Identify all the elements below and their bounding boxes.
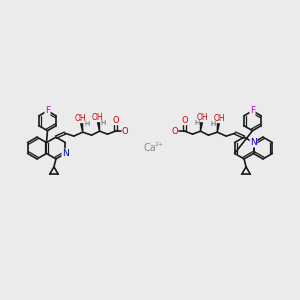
Text: H: H	[211, 121, 216, 127]
Text: F: F	[250, 106, 255, 116]
Text: O: O	[112, 116, 119, 125]
Text: H: H	[84, 121, 89, 127]
Text: N: N	[62, 149, 69, 158]
Text: OH: OH	[75, 114, 86, 123]
Polygon shape	[98, 122, 100, 131]
Text: OH: OH	[92, 113, 103, 122]
Text: H: H	[101, 120, 106, 126]
Text: OH: OH	[214, 114, 225, 123]
Text: OH: OH	[196, 113, 208, 122]
Text: O: O	[181, 116, 188, 125]
Polygon shape	[81, 123, 83, 132]
Text: H: H	[194, 120, 199, 126]
Text: O: O	[122, 127, 129, 136]
Polygon shape	[217, 123, 219, 132]
Text: Ca: Ca	[144, 143, 156, 153]
Text: F: F	[45, 106, 50, 116]
Polygon shape	[200, 122, 202, 131]
Text: O: O	[171, 127, 178, 136]
Text: N: N	[250, 138, 257, 147]
Text: 2+: 2+	[154, 142, 164, 147]
